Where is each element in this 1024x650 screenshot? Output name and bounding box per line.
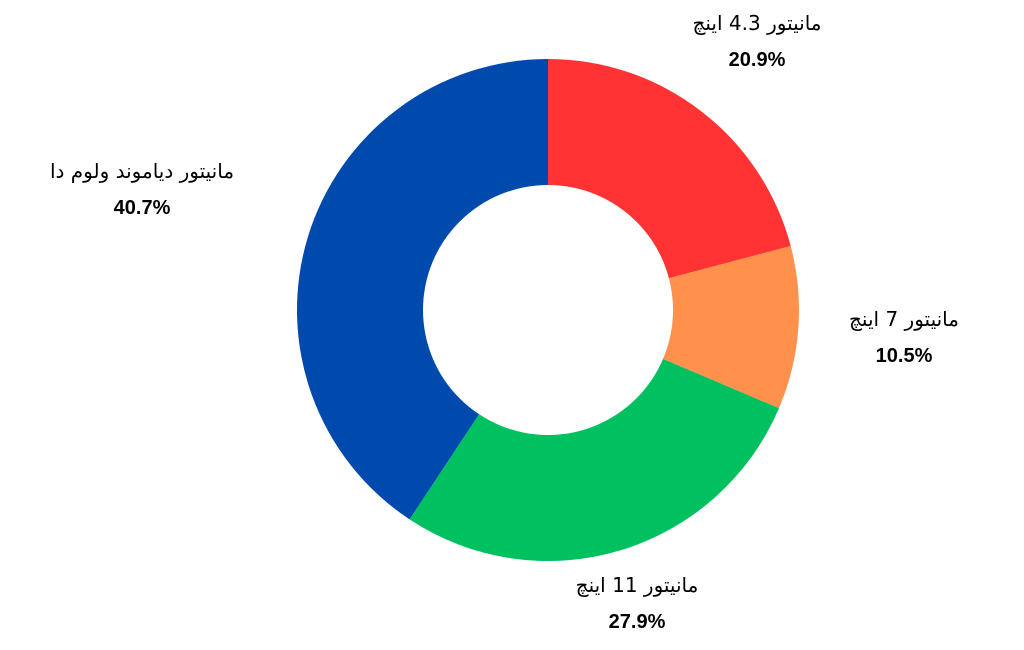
pie-slice-3 bbox=[409, 310, 779, 561]
slice-value-label-3: 27.9% bbox=[609, 611, 666, 633]
pie-slice-2 bbox=[548, 246, 799, 409]
donut-hole bbox=[423, 185, 673, 435]
slice-label-4: مانیتور دیاموند ولوم دا bbox=[50, 159, 234, 183]
slice-label-3: مانیتور 11 اینچ bbox=[576, 573, 699, 597]
slice-label-1: مانیتور 4.3 اینچ bbox=[692, 11, 821, 35]
labels-group: مانیتور 4.3 اینچ 20.9% مانیتور 7 اینچ 10.5%… bbox=[50, 11, 959, 633]
slice-value-label-1: 20.9% bbox=[729, 49, 786, 71]
slice-value-label-2: 10.5% bbox=[876, 345, 933, 367]
slice-value-label-4: 40.7% bbox=[114, 197, 171, 219]
slice-label-2: مانیتور 7 اینچ bbox=[849, 307, 959, 331]
